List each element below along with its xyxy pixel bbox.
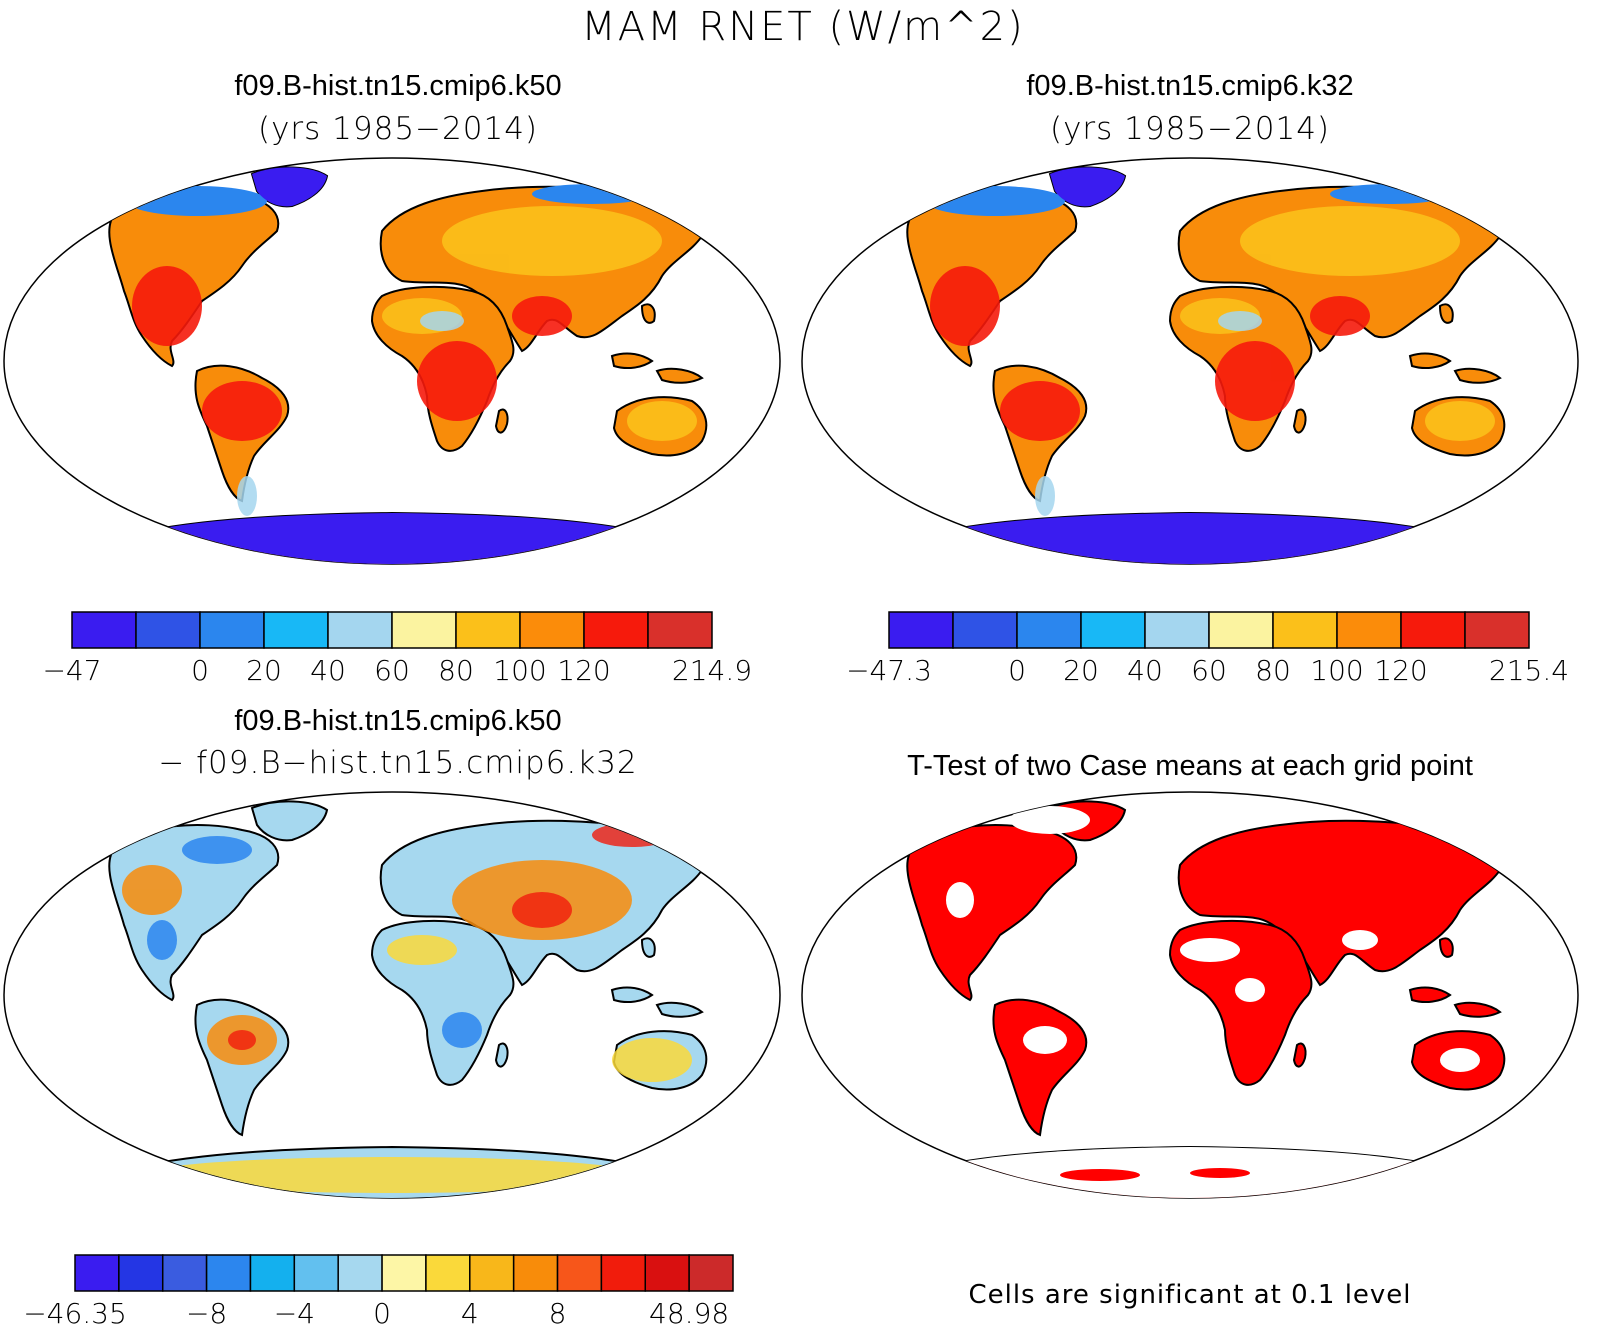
colorbar-tick-label: −8 [186,1297,227,1327]
panel1-colorbar: −47 0 20 40 60 80 100 120 214.9 [42,611,752,687]
panel1-title: f09.B-hist.tn15.cmip6.k50 [234,70,562,102]
colorbar-swatch [71,611,137,649]
panel2-subtitle: (yrs 1985−2014) [1049,111,1331,147]
colorbar-swatch [556,1254,603,1292]
colorbar-tick-label: 100 [493,654,546,687]
colorbar-tick-label: 20 [1063,654,1099,687]
colorbar-tick-label: 80 [438,654,474,687]
colorbar-swatch [425,1254,471,1292]
colorbar-swatch [135,611,201,649]
colorbar-tick-label: 4 [461,1297,479,1327]
colorbar-swatch [952,611,1018,649]
colorbar-tick-label: 40 [310,654,346,687]
panel3-title: f09.B-hist.tn15.cmip6.k50 [234,705,562,737]
colorbar-swatch [1336,611,1402,649]
colorbar-swatch [455,611,521,649]
colorbar-swatch [1208,611,1274,649]
colorbar-tick-label: 60 [1191,654,1227,687]
colorbar-swatch [327,611,393,649]
colorbar-swatch [600,1254,647,1292]
colorbar-tick-label: −47 [42,654,101,687]
colorbar-swatch [647,611,713,649]
colorbar-tick-label: −47.3 [846,654,932,687]
colorbar-swatch [469,1254,515,1292]
colorbar-swatch [391,611,457,649]
colorbar-tick-label: −4 [274,1297,315,1327]
colorbar-tick-label: 0 [373,1297,391,1327]
colorbar-swatch [74,1254,120,1292]
colorbar-swatch [512,1254,559,1292]
colorbar-tick-label: 120 [557,654,610,687]
colorbar-swatch [1016,611,1082,649]
colorbar-swatch [263,611,329,649]
colorbar-tick-label: 20 [246,654,282,687]
colorbar-swatch [1400,611,1466,649]
colorbar-tick-label: 8 [549,1297,567,1327]
colorbar-swatch [1464,611,1530,649]
panel1-subtitle: (yrs 1985−2014) [257,111,539,147]
colorbar-tick-label: 215.4 [1489,654,1569,687]
colorbar-swatch [337,1254,383,1292]
panel1-land [108,166,708,564]
colorbar-swatch [1272,611,1338,649]
colorbar-swatch [583,611,649,649]
colorbar-swatch [888,611,954,649]
panel3-subtitle: − f09.B−hist.tn15.cmip6.k32 [158,745,638,781]
colorbar-tick-label: 0 [191,654,209,687]
colorbar-tick-label: 40 [1127,654,1163,687]
colorbar-tick-label: 48.98 [649,1297,729,1327]
panel3-land [108,800,708,1198]
panel2-colorbar: −47.3 0 20 40 60 80 100 120 215.4 [846,611,1569,687]
colorbar-tick-label: 100 [1310,654,1363,687]
colorbar-swatch [1144,611,1210,649]
colorbar-swatch [293,1254,339,1292]
significance-note: Cells are significant at 0.1 level [968,1280,1412,1310]
panel4-title: T-Test of two Case means at each grid po… [907,750,1473,782]
panel2-title: f09.B-hist.tn15.cmip6.k32 [1026,70,1354,102]
colorbar-swatch [688,1254,734,1292]
colorbar-tick-label: −46.35 [23,1297,127,1327]
colorbar-swatch [199,611,265,649]
panel3-map [3,791,781,1199]
colorbar-tick-label: 120 [1374,654,1427,687]
figure-title: MAM RNET (W/m^2) [581,4,1025,50]
panel3-colorbar: −46.35 −8 −4 0 4 8 48.98 [23,1254,734,1327]
panel4-map [801,791,1579,1199]
colorbar-swatch [161,1254,208,1292]
panel2-map [801,157,1579,565]
colorbar-tick-label: 60 [374,654,410,687]
colorbar-tick-label: 0 [1008,654,1026,687]
colorbar-tick-label: 214.9 [672,654,752,687]
panel1-map [3,157,781,565]
colorbar-swatch [249,1254,296,1292]
colorbar-swatch [644,1254,690,1292]
colorbar-swatch [381,1254,427,1292]
colorbar-swatch [118,1254,164,1292]
colorbar-tick-label: 80 [1255,654,1291,687]
colorbar-swatch [1080,611,1146,649]
colorbar-swatch [205,1254,252,1292]
colorbar-swatch [519,611,585,649]
